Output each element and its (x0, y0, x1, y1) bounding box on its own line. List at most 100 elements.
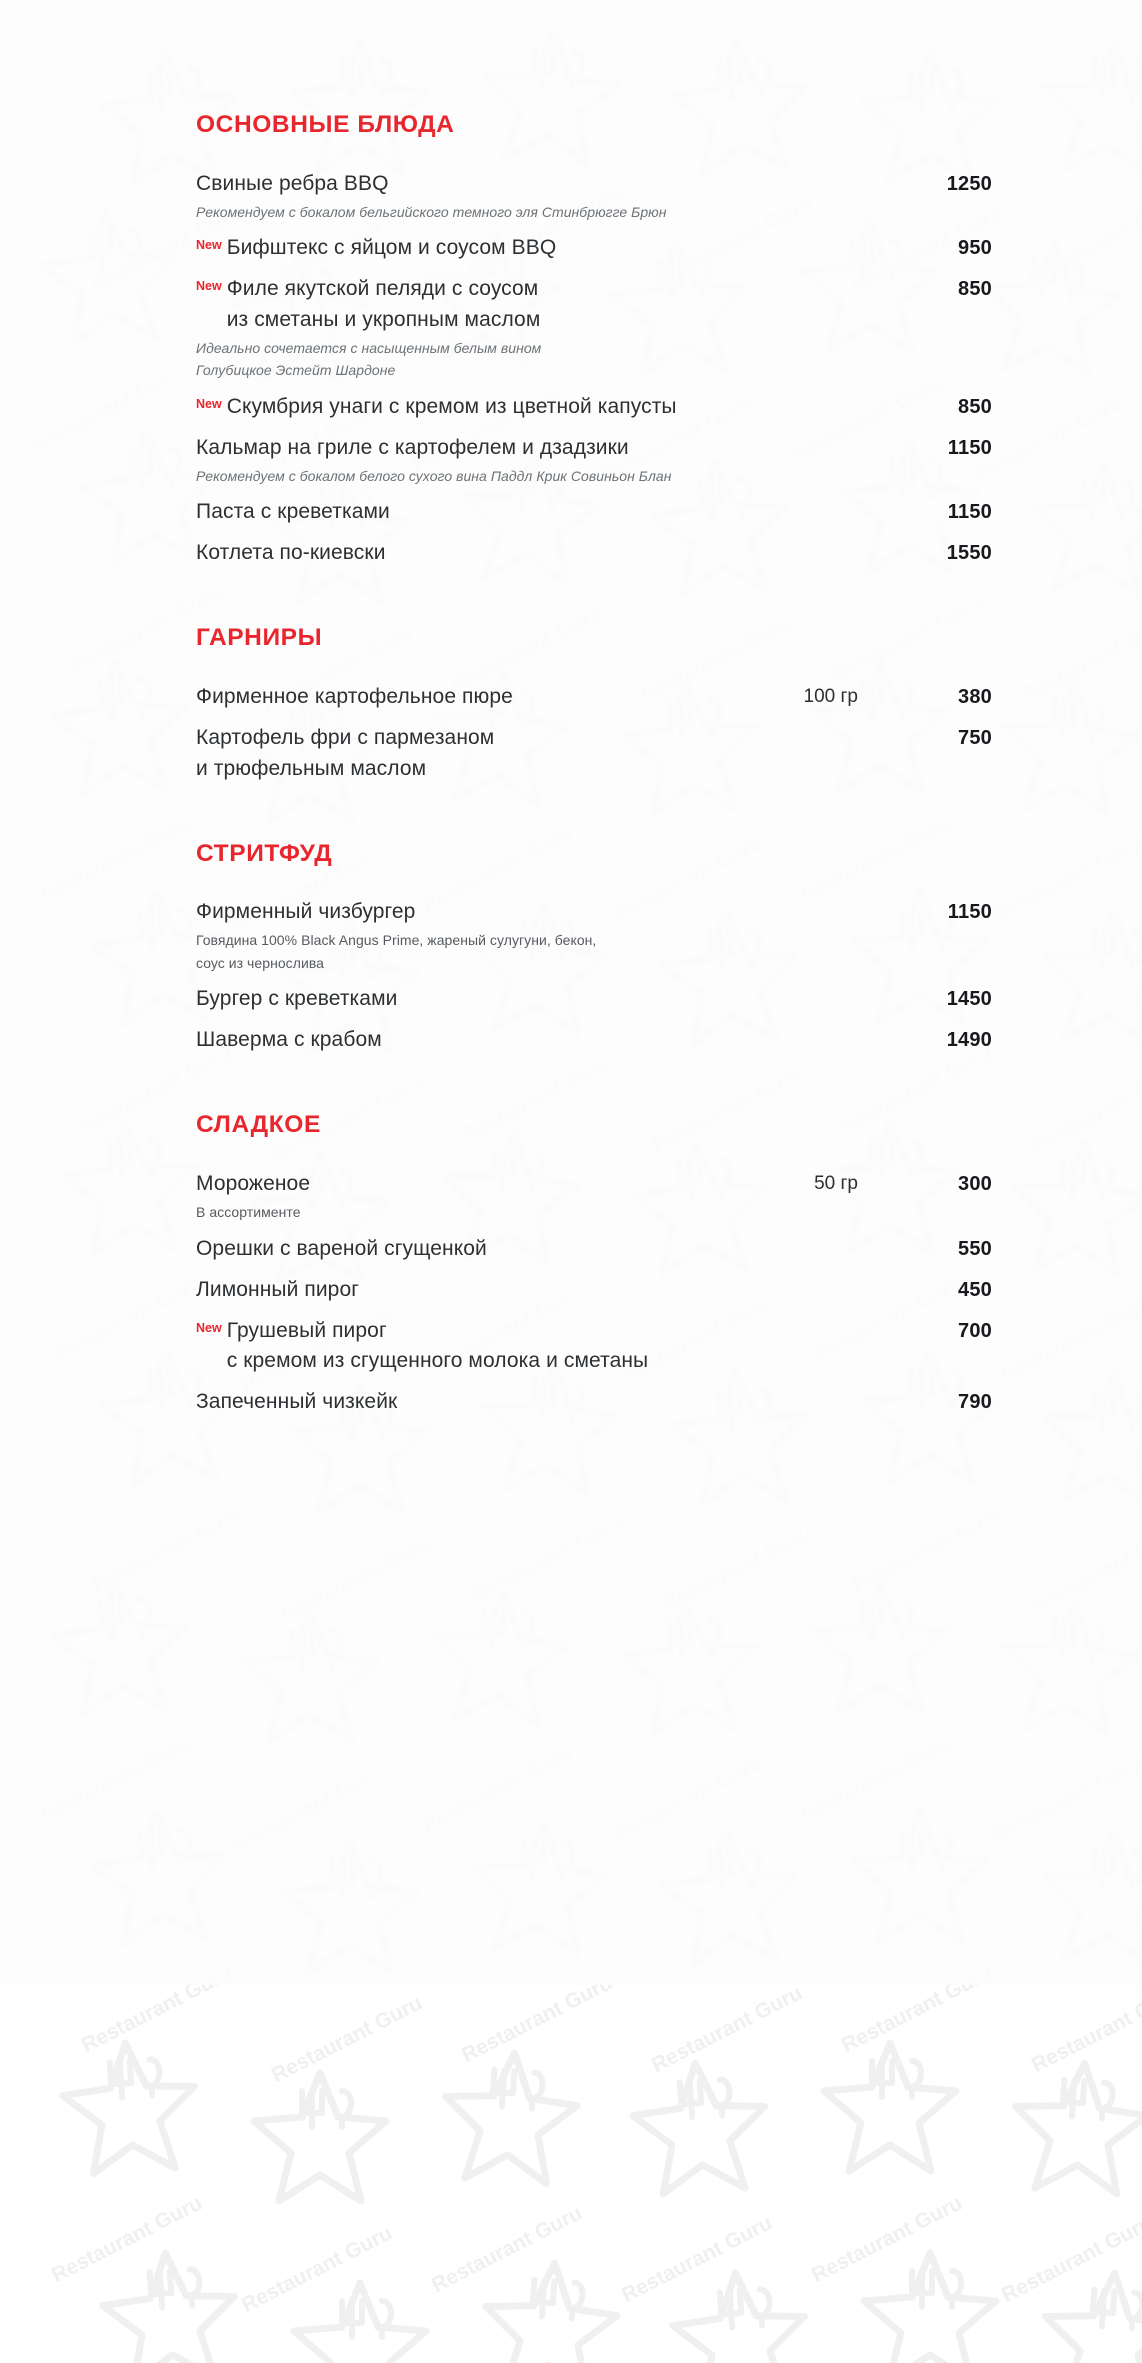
section-title: СТРИТФУД (196, 839, 333, 867)
menu-item: Лимонный пирог 450 (196, 1275, 992, 1306)
menu-item-name-row: Паста с креветками (196, 497, 760, 528)
menu-item-description: Идеально сочетается с насыщенным белым в… (196, 339, 542, 379)
menu-item-description: В ассортименте (196, 1204, 301, 1221)
menu-item: Кальмар на гриле с картофелем и дзадзики… (196, 433, 992, 487)
menu-item-main: Бургер с креветками (196, 984, 760, 1015)
menu-item-price: 790 (958, 1391, 992, 1414)
menu-item: Мороженое В ассортименте 50 гр 300 (196, 1169, 992, 1223)
menu-item-name-row: Кальмар на гриле с картофелем и дзадзики (196, 433, 760, 464)
menu-item-main: Фирменный чизбургер Говядина 100% Black A… (196, 897, 760, 974)
menu-item-name-row: Шаверма с крабом (196, 1025, 760, 1056)
menu-item-name-row: Запеченный чизкейк (196, 1387, 760, 1418)
menu-item-name-row: New Скумбрия унаги с кремом из цветной ка… (196, 392, 760, 423)
menu-item-price: 850 (958, 278, 992, 301)
menu-item-name: Запеченный чизкейк (196, 1390, 398, 1414)
menu-item-main: New Грушевый пирог с кремом из сгущенного … (196, 1316, 760, 1377)
item-spacer (196, 573, 992, 579)
menu-item-name-row: Орешки с вареной сгущенкой (196, 1234, 760, 1265)
menu-item-main: New Скумбрия унаги с кремом из цветной ка… (196, 392, 760, 423)
menu-item-name-row: New Грушевый пирог с кремом из сгущенного … (196, 1316, 760, 1377)
menu-item-name: Кальмар на гриле с картофелем и дзадзики (196, 435, 629, 459)
section-title: ОСНОВНЫЕ БЛЮДА (196, 111, 455, 138)
menu-item-name: Бургер с креветками (196, 987, 398, 1011)
menu-item: New Бифштекс с яйцом и соусом BBQ 950 (196, 233, 992, 264)
menu-item-weight: 100 гр (803, 686, 858, 708)
menu-item-name: Грушевый пирог с кремом из сгущенного мол… (226, 1318, 649, 1373)
menu-item-name-row: Фирменный чизбургер (196, 897, 760, 928)
menu-item-price: 1450 (946, 988, 992, 1011)
menu-item-price: 1150 (947, 501, 992, 524)
menu-section: СЛАДКОЕ Мороженое В ассортименте 50 гр 300 Ор… (196, 1111, 992, 1428)
menu-item-weight: 50 гр (814, 1173, 858, 1195)
menu-item-price: 1550 (946, 542, 992, 565)
menu-item-price: 850 (958, 395, 992, 418)
menu-item-price: 700 (958, 1319, 992, 1342)
menu-item: Шаверма с крабом 1490 (196, 1025, 992, 1056)
menu-item: Котлета по-киевски 1550 (196, 538, 992, 569)
menu-item-name: Мороженое (196, 1172, 311, 1196)
new-badge: New (196, 279, 222, 294)
menu-item-price: 1490 (946, 1029, 992, 1052)
menu-item-price: 380 (958, 686, 992, 709)
menu-item-description: Рекомендуем с бокалом бельгийского темно… (196, 203, 667, 220)
menu-item-price: 1150 (947, 901, 992, 924)
menu-item: Паста с креветками 1150 (196, 497, 992, 528)
menu-item-name: Фирменное картофельное пюре (196, 685, 513, 709)
new-badge: New (196, 238, 222, 253)
menu-item-main: Котлета по-киевски (196, 538, 760, 569)
menu-item-name-row: Лимонный пирог (196, 1275, 760, 1306)
menu-item-description: Говядина 100% Black Angus Prime, жареный… (196, 932, 597, 971)
menu-section: ОСНОВНЫЕ БЛЮДА Свиные ребра BBQ Рекомендуе… (196, 111, 992, 579)
menu-item-price: 950 (958, 237, 992, 260)
menu-item-price: 1150 (947, 436, 992, 459)
menu-section: ГАРНИРЫ Фирменное картофельное пюре 100 гр… (196, 624, 992, 795)
menu-item: New Грушевый пирог с кремом из сгущенного … (196, 1316, 992, 1377)
menu-item-name: Скумбрия унаги с кремом из цветной капус… (226, 394, 677, 418)
menu-item: New Филе якутской пеляди с соусом из смета… (196, 274, 992, 382)
menu-item: Орешки с вареной сгущенкой 550 (196, 1234, 992, 1265)
menu-item-main: Паста с креветками (196, 497, 760, 528)
menu-item: New Скумбрия унаги с кремом из цветной ка… (196, 392, 992, 423)
menu-item-name: Орешки с вареной сгущенкой (196, 1236, 487, 1260)
new-badge: New (196, 1320, 222, 1335)
item-spacer (196, 1422, 992, 1428)
menu-item-main: Запеченный чизкейк (196, 1387, 760, 1418)
menu-item-price: 750 (958, 727, 992, 750)
menu-item-name: Паста с креветками (196, 500, 390, 524)
menu-item-main: New Филе якутской пеляди с соусом из смета… (196, 274, 760, 382)
menu-item-main: Шаверма с крабом (196, 1025, 760, 1056)
item-spacer (196, 789, 992, 795)
menu-item-price: 550 (958, 1237, 992, 1260)
menu-item-main: Фирменное картофельное пюре (196, 682, 760, 713)
menu-item-name-row: New Бифштекс с яйцом и соусом BBQ (196, 233, 760, 264)
menu-item-price: 300 (958, 1173, 992, 1196)
menu-item: Запеченный чизкейк 790 (196, 1387, 992, 1418)
menu-item-name: Филе якутской пеляди с соусом из сметаны … (226, 277, 541, 331)
menu-item-name: Свиные ребра BBQ (196, 171, 389, 195)
menu-item-price: 450 (958, 1278, 992, 1301)
menu-item: Фирменное картофельное пюре 100 гр 380 (196, 682, 992, 713)
section-title: СЛАДКОЕ (196, 1111, 321, 1139)
menu-content: ОСНОВНЫЕ БЛЮДА Свиные ребра BBQ Рекомендуе… (196, 111, 992, 1428)
menu-item-main: Мороженое В ассортименте (196, 1169, 760, 1223)
menu-item-name-row: Бургер с креветками (196, 984, 760, 1015)
menu-item-main: Кальмар на гриле с картофелем и дзадзики… (196, 433, 760, 487)
menu-item-name: Котлета по-киевски (196, 541, 386, 565)
menu-item-name-row: Свиные ребра BBQ (196, 169, 760, 200)
menu-item-name-row: New Филе якутской пеляди с соусом из смета… (196, 274, 760, 335)
menu-item-main: New Бифштекс с яйцом и соусом BBQ (196, 233, 760, 264)
menu-item-main: Лимонный пирог (196, 1275, 760, 1306)
menu-item-name-row: Мороженое (196, 1169, 760, 1200)
menu-item-main: Орешки с вареной сгущенкой (196, 1234, 760, 1265)
menu-item-name: Фирменный чизбургер (196, 900, 416, 924)
menu-item-main: Картофель фри с пармезаном и трюфельным м… (196, 723, 760, 784)
item-spacer (196, 1060, 992, 1066)
menu-item-name: Картофель фри с пармезаном и трюфельным м… (196, 726, 495, 780)
new-badge: New (196, 396, 222, 411)
menu-item-name-row: Фирменное картофельное пюре (196, 682, 760, 713)
menu-section: СТРИТФУД Фирменный чизбургер Говядина 100%… (196, 839, 992, 1067)
menu-item-name: Бифштекс с яйцом и соусом BBQ (226, 236, 557, 260)
menu-item-name: Лимонный пирог (196, 1277, 360, 1301)
menu-item: Бургер с креветками 1450 (196, 984, 992, 1015)
